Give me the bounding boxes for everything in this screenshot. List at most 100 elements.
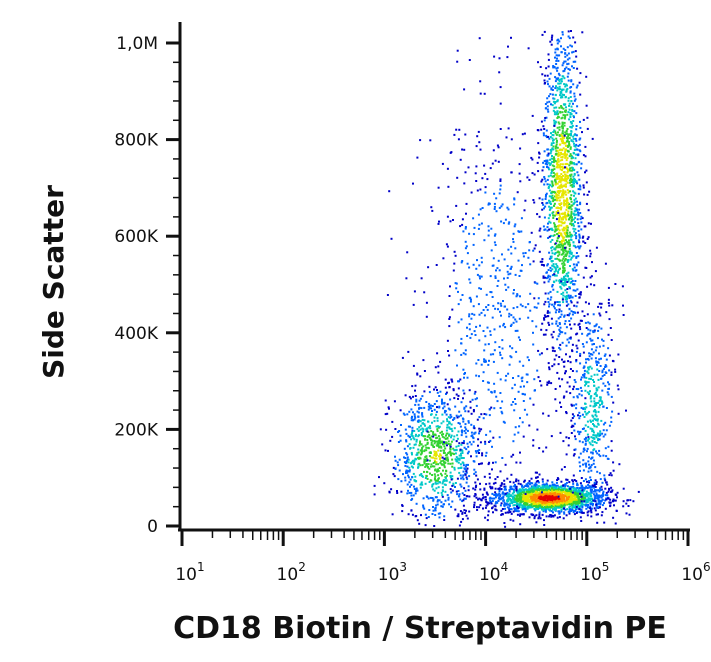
event-dot [555, 213, 558, 216]
event-dot [540, 494, 543, 497]
event-dot [558, 356, 561, 358]
event-dot [573, 266, 576, 269]
event-dot [439, 454, 442, 457]
event-dot [420, 434, 423, 437]
event-dot [587, 506, 589, 509]
event-dot [575, 163, 578, 166]
event-dot [567, 52, 570, 55]
event-dot [582, 374, 585, 376]
event-dot [497, 302, 500, 305]
event-dot [392, 466, 395, 469]
event-dot [560, 208, 562, 211]
event-dot [591, 353, 594, 356]
event-dot [561, 242, 564, 245]
event-dot [458, 524, 461, 527]
event-dot [506, 56, 509, 59]
event-dot [438, 395, 441, 397]
event-dot [572, 36, 575, 39]
event-dot [443, 457, 446, 460]
event-dot [419, 428, 422, 431]
event-dot [549, 266, 552, 269]
event-dot [546, 499, 549, 502]
event-dot [566, 490, 569, 493]
event-dot [610, 420, 613, 423]
event-dot [548, 168, 550, 171]
event-dot [495, 501, 498, 504]
event-dot [548, 189, 551, 192]
event-dot [448, 434, 450, 437]
event-dot [523, 479, 526, 482]
event-dot [583, 500, 586, 503]
event-dot [555, 177, 558, 180]
event-dot [414, 492, 417, 495]
event-dot [383, 482, 386, 485]
event-dot [593, 507, 596, 510]
event-dot [409, 425, 411, 428]
event-dot [474, 334, 477, 336]
event-dot [462, 368, 465, 371]
event-dot [424, 456, 427, 458]
event-dot [545, 67, 548, 70]
event-dot [485, 483, 488, 486]
event-dot [438, 499, 441, 502]
event-dot [412, 446, 415, 449]
event-dot [558, 187, 561, 190]
event-dot [593, 441, 596, 443]
event-dot [484, 506, 487, 509]
event-dot [597, 337, 599, 340]
event-dot [569, 497, 572, 500]
event-dot [556, 57, 558, 60]
event-dot [517, 507, 520, 509]
event-dot [554, 178, 557, 181]
event-dot [558, 377, 561, 380]
event-dot [571, 505, 574, 508]
event-dot [593, 329, 596, 332]
event-dot [454, 508, 457, 511]
event-dot [387, 406, 390, 409]
event-dot [548, 195, 551, 198]
event-dot [568, 137, 571, 140]
event-dot [570, 235, 573, 238]
event-dot [478, 430, 481, 433]
event-dot [557, 157, 560, 160]
event-dot [565, 304, 568, 307]
event-dot [554, 504, 557, 507]
event-dot [555, 193, 558, 195]
event-dot [556, 499, 559, 502]
event-dot [561, 493, 564, 496]
event-dot [557, 131, 559, 134]
event-dot [513, 497, 516, 499]
event-dot [546, 229, 549, 232]
event-dot [577, 188, 580, 191]
event-dot [566, 144, 569, 147]
event-dot [425, 449, 428, 452]
event-dot [551, 495, 554, 498]
event-dot [597, 329, 600, 332]
event-dot [411, 426, 414, 429]
event-dot [556, 301, 559, 303]
event-dot [576, 482, 579, 485]
event-dot [556, 164, 559, 167]
event-dot [577, 414, 579, 417]
event-dot [539, 492, 542, 495]
event-dot [434, 496, 437, 499]
event-dot [555, 173, 558, 176]
event-dot [424, 458, 427, 461]
event-dot [488, 414, 491, 417]
event-dot [433, 473, 436, 476]
event-dot [568, 312, 571, 315]
event-dot [445, 391, 448, 394]
event-dot [575, 252, 578, 254]
event-dot [512, 501, 515, 504]
event-dot [473, 495, 476, 498]
event-dot [580, 484, 583, 487]
event-dot [551, 336, 554, 339]
event-dot [559, 504, 562, 507]
event-dot [538, 497, 541, 500]
event-dot [564, 239, 567, 242]
event-dot [572, 480, 575, 483]
event-dot [538, 151, 540, 154]
event-dot [576, 204, 579, 207]
event-dot [607, 333, 610, 336]
event-dot [607, 347, 610, 350]
